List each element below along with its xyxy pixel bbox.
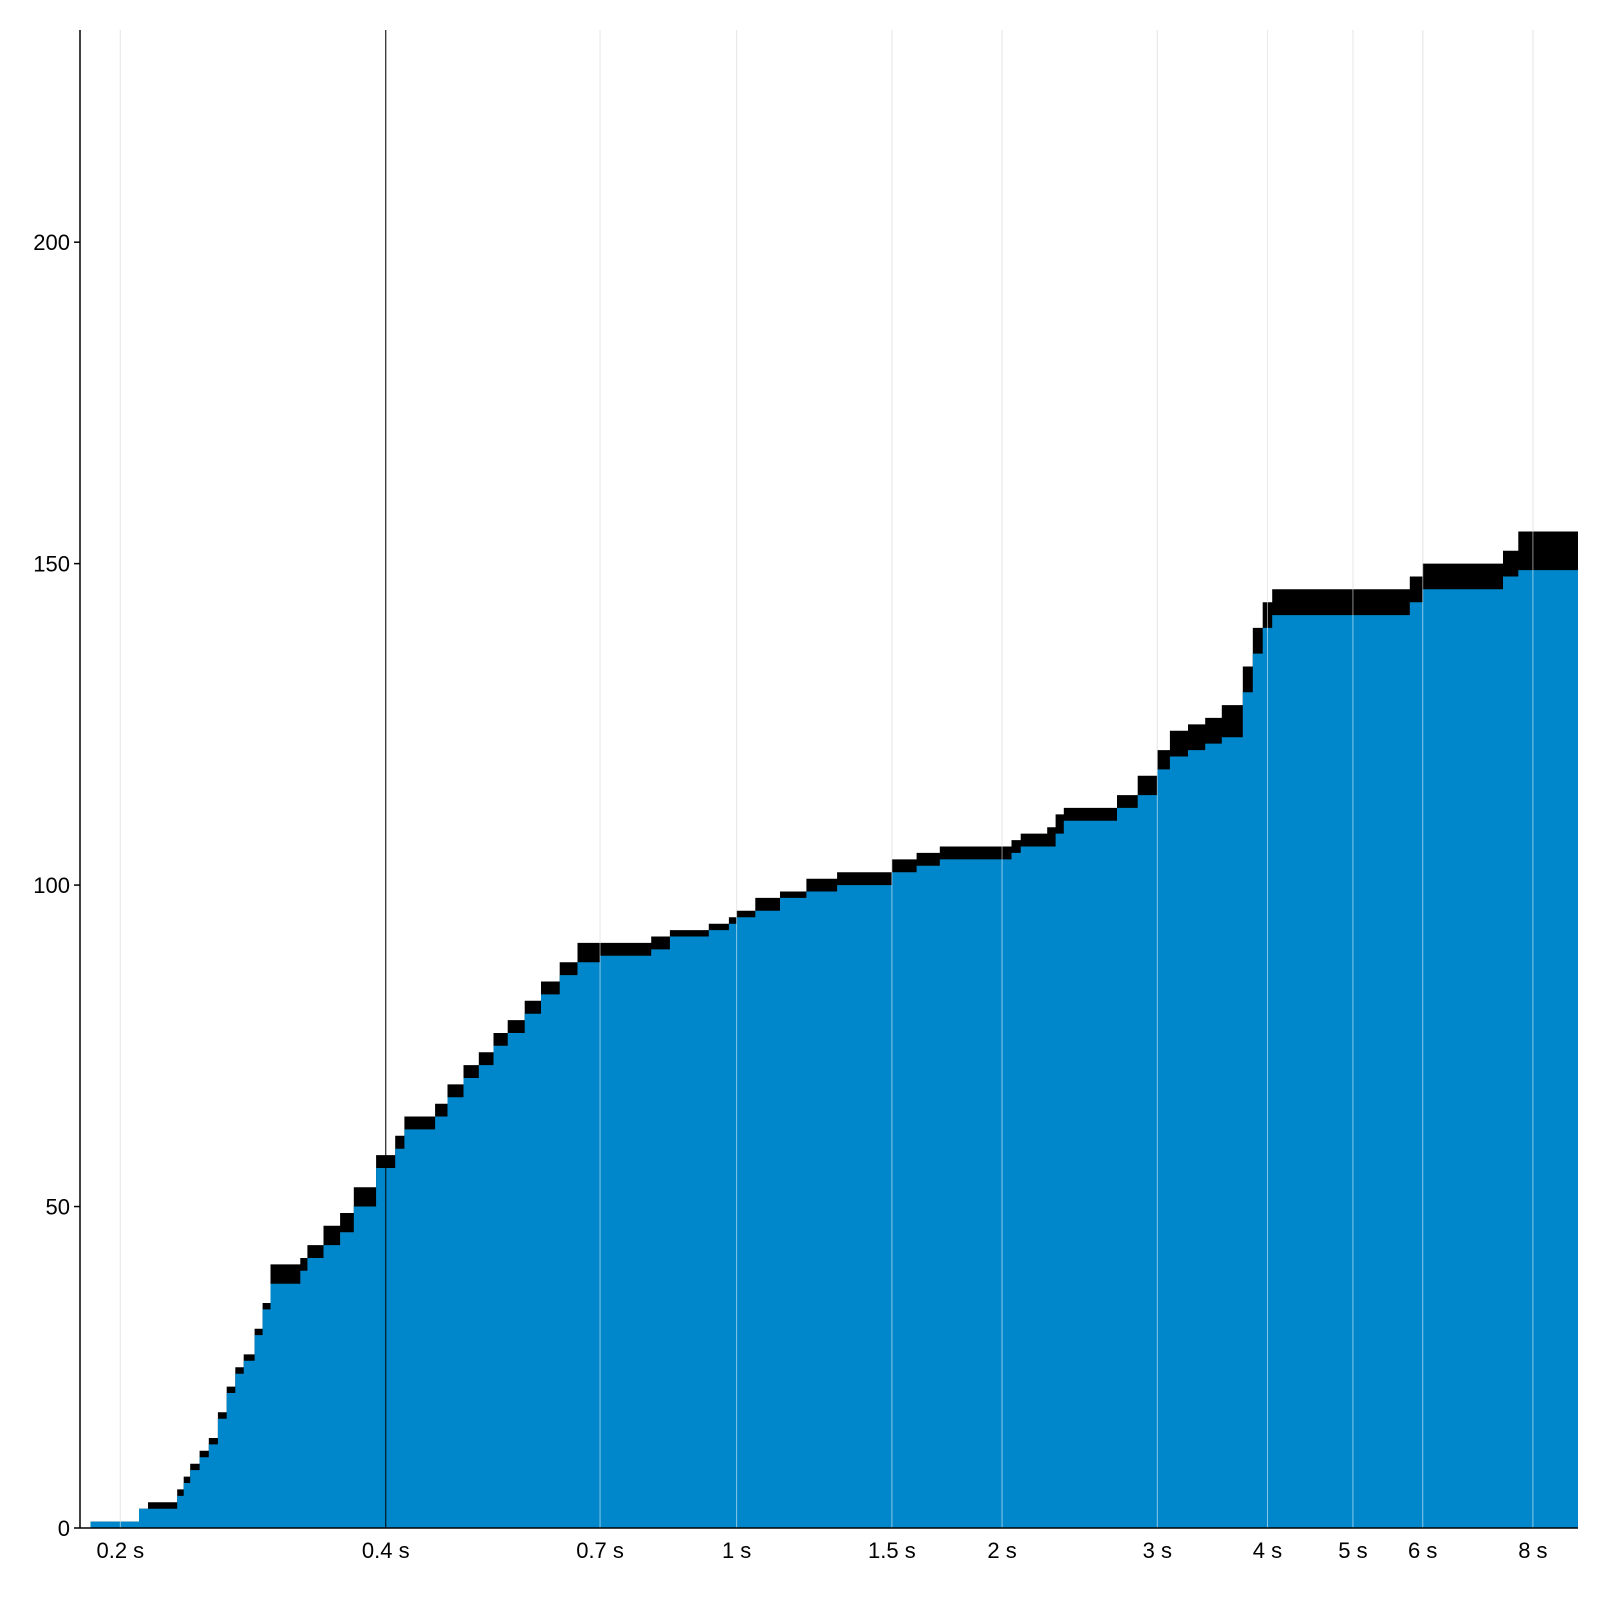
x-tick-label: 4 s [1253, 1538, 1282, 1563]
y-tick-label: 200 [33, 230, 70, 255]
x-tick-label: 0.7 s [576, 1538, 624, 1563]
y-tick-label: 150 [33, 552, 70, 577]
lower-bound-series [90, 570, 1578, 1528]
x-tick-label: 6 s [1408, 1538, 1437, 1563]
x-tick-label: 0.2 s [96, 1538, 144, 1563]
y-axis-ticks: 0 50 100 150 200 [33, 230, 80, 1541]
axes [79, 30, 1578, 1529]
x-tick-label: 3 s [1143, 1538, 1172, 1563]
x-tick-label: 2 s [987, 1538, 1016, 1563]
area-fill [90, 30, 1578, 1528]
x-tick-label: 1 s [722, 1538, 751, 1563]
x-tick-label: 1.5 s [868, 1538, 916, 1563]
x-tick-label: 0.4 s [362, 1538, 410, 1563]
x-tick-label: 5 s [1338, 1538, 1367, 1563]
y-tick-label: 100 [33, 873, 70, 898]
y-tick-label: 50 [46, 1195, 70, 1220]
x-axis-ticks: 0.2 s 0.4 s 0.7 s 1 s 1.5 s 2 s 3 s 4 s 5 s 6 s 8 … [96, 1538, 1547, 1563]
x-tick-label: 8 s [1518, 1538, 1547, 1563]
y-tick-label: 0 [58, 1516, 70, 1541]
